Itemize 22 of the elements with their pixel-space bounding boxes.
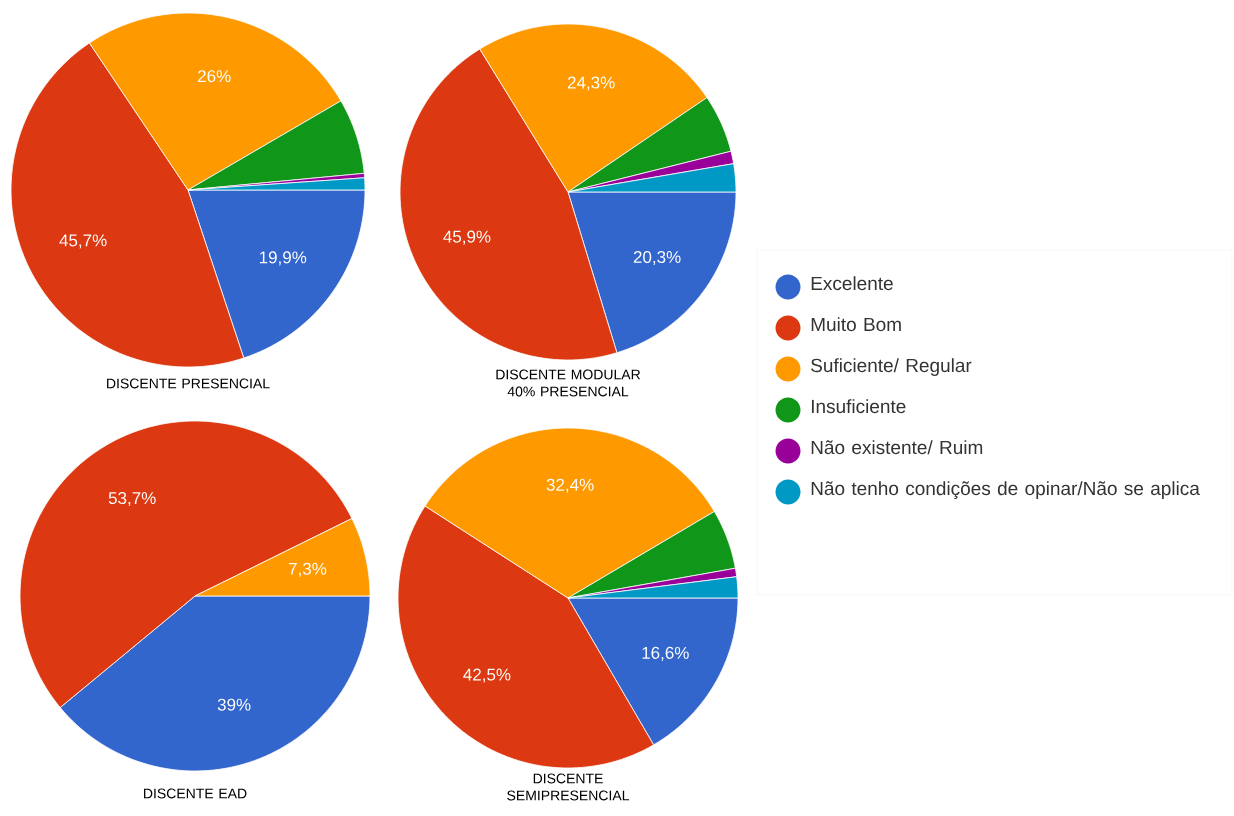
legend-label: Suficiente/ Regular xyxy=(811,358,972,376)
data-label: 53,7% xyxy=(108,492,156,507)
legend-label: Não tenho condições de opinar/Não se aplica xyxy=(811,481,1200,499)
legend-label: Não existente/ Ruim xyxy=(811,440,983,455)
data-label: 32,4% xyxy=(546,478,594,493)
legend-label: Insuficiente xyxy=(811,399,906,414)
data-label: 7,3% xyxy=(288,562,327,577)
text: DISCENTE PRESENCIAL xyxy=(107,378,270,389)
data-label: 24,3% xyxy=(567,76,615,91)
text: DISCENTE MODULAR 40% PRESENCIAL xyxy=(496,369,641,397)
data-label: 26% xyxy=(198,70,231,83)
data-label: 16,6% xyxy=(642,646,689,661)
text: DISCENTE SEMIPRESENCIAL xyxy=(507,773,629,801)
data-label: 19,9% xyxy=(259,251,307,266)
legend-label: Excelente xyxy=(811,276,893,291)
legend-label: Muito Bom xyxy=(811,317,901,332)
text: DISCENTE EAD xyxy=(144,788,247,799)
data-label: 20,3% xyxy=(633,250,681,266)
data-label: 39% xyxy=(217,698,251,711)
data-label: 45,9% xyxy=(443,230,491,245)
data-label: 45,7% xyxy=(59,234,107,249)
data-label: 42,5% xyxy=(463,668,511,683)
